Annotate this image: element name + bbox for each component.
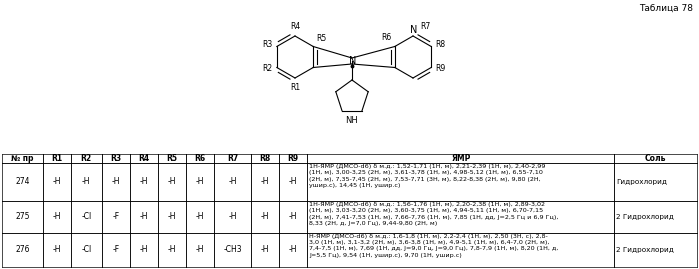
Text: R5: R5 [166, 154, 178, 163]
Text: Н-ЯМР (ДМСО-d6) δ м.д.: 1,6-1,8 (1Н, м), 2,2-2,4 (1Н, м), 2,50 (3Н, с), 2,8-
3,0: Н-ЯМР (ДМСО-d6) δ м.д.: 1,6-1,8 (1Н, м),… [310, 234, 559, 258]
Text: -H: -H [261, 212, 269, 221]
Text: -H: -H [52, 245, 61, 254]
Text: -H: -H [52, 212, 61, 221]
Text: -F: -F [113, 245, 120, 254]
Text: 276: 276 [15, 245, 29, 254]
Text: R8: R8 [259, 154, 271, 163]
Text: Гидрохлорид: Гидрохлорид [617, 179, 667, 185]
Text: N: N [410, 25, 418, 35]
Text: -H: -H [140, 245, 148, 254]
Text: 275: 275 [15, 212, 29, 221]
Text: -H: -H [140, 212, 148, 221]
Text: R5: R5 [316, 34, 326, 44]
Text: R2: R2 [263, 64, 273, 73]
Text: ЯМР: ЯМР [451, 154, 470, 163]
Text: Таблица 78: Таблица 78 [639, 4, 693, 13]
Text: -F: -F [113, 212, 120, 221]
Text: -H: -H [289, 212, 298, 221]
Text: R7: R7 [420, 22, 431, 31]
Text: 1Н-ЯМР (ДМСО-d6) δ м.д.: 1,52-1,71 (1Н, м), 2,21-2,39 (1Н, м), 2,40-2,99
(1Н, м): 1Н-ЯМР (ДМСО-d6) δ м.д.: 1,52-1,71 (1Н, … [310, 164, 546, 188]
Text: R6: R6 [382, 34, 392, 43]
Text: R1: R1 [51, 154, 62, 163]
Text: R8: R8 [435, 40, 445, 49]
Text: 2 Гидрохлорид: 2 Гидрохлорид [617, 214, 674, 220]
Text: -H: -H [196, 212, 204, 221]
Text: R3: R3 [110, 154, 122, 163]
Text: -H: -H [196, 245, 204, 254]
Text: -Cl: -Cl [81, 245, 92, 254]
Text: NH: NH [345, 116, 359, 125]
Text: R1: R1 [290, 83, 300, 92]
Text: R3: R3 [263, 40, 273, 49]
Text: -H: -H [82, 178, 91, 186]
Text: -H: -H [168, 245, 176, 254]
Text: -H: -H [52, 178, 61, 186]
Text: R2: R2 [80, 154, 92, 163]
Text: -H: -H [196, 178, 204, 186]
Text: -CH3: -CH3 [224, 245, 242, 254]
Text: 2 Гидрохлорид: 2 Гидрохлорид [617, 247, 674, 253]
Text: -H: -H [168, 212, 176, 221]
Text: -Cl: -Cl [81, 212, 92, 221]
Text: -H: -H [140, 178, 148, 186]
Text: Соль: Соль [645, 154, 666, 163]
Text: 1Н-ЯМР (ДМСО-d6) δ м.д.: 1,56-1,76 (1Н, м), 2,20-2,38 (1Н, м), 2,89-3,02
(1Н, м): 1Н-ЯМР (ДМСО-d6) δ м.д.: 1,56-1,76 (1Н, … [310, 202, 559, 226]
Text: № пр: № пр [11, 154, 34, 163]
Text: 274: 274 [15, 178, 29, 186]
Text: R4: R4 [138, 154, 150, 163]
Text: R7: R7 [227, 154, 238, 163]
Text: -H: -H [229, 212, 237, 221]
Text: R4: R4 [290, 22, 300, 31]
Text: -H: -H [112, 178, 120, 186]
Text: -H: -H [289, 245, 298, 254]
Text: -H: -H [168, 178, 176, 186]
Text: N: N [350, 56, 356, 66]
Text: R9: R9 [435, 64, 445, 73]
Text: -H: -H [289, 178, 298, 186]
Text: -H: -H [261, 178, 269, 186]
Text: -H: -H [229, 178, 237, 186]
Text: R6: R6 [194, 154, 206, 163]
Text: -H: -H [261, 245, 269, 254]
Text: R9: R9 [288, 154, 299, 163]
